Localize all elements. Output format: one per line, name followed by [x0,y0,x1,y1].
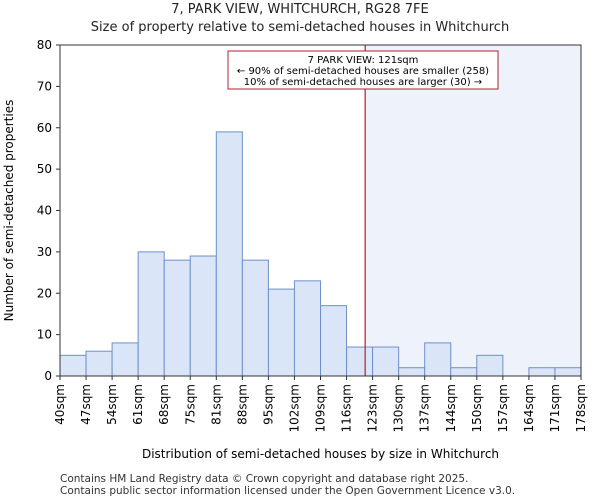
x-tick-label: 130sqm [392,384,406,432]
y-tick-label: 30 [37,245,52,259]
footer-copyright: Contains HM Land Registry data © Crown c… [60,473,469,485]
x-tick-label: 68sqm [157,384,171,425]
histogram-bar [137,251,165,377]
histogram-bar [554,367,582,377]
y-tick-label: 80 [37,38,52,52]
x-tick-label: 40sqm [53,384,67,425]
footer-licence: Contains public sector information licen… [60,485,516,497]
histogram-bar [111,342,139,377]
annotation-line-3: 10% of semi-detached houses are larger (… [244,77,482,88]
histogram-bar [163,259,191,377]
x-tick-label: 144sqm [444,384,458,432]
y-tick-label: 70 [37,79,52,93]
x-tick-label: 123sqm [366,384,380,432]
y-tick-label: 50 [37,162,52,176]
histogram-bar [320,305,348,377]
histogram-bar [346,346,374,377]
x-tick-label: 75sqm [183,384,197,425]
histogram-bar [398,367,426,377]
histogram-bar [189,255,217,377]
histogram-bar [215,131,243,377]
x-tick-label: 150sqm [470,384,484,432]
y-tick-label: 20 [37,286,52,300]
x-tick-label: 178sqm [574,384,588,432]
highlight-region [365,45,581,376]
x-tick-label: 157sqm [496,384,510,432]
histogram-bar [267,288,295,377]
x-tick-label: 61sqm [131,384,145,425]
x-tick-label: 88sqm [235,384,249,425]
x-tick-label: 81sqm [209,384,223,425]
x-tick-label: 54sqm [105,384,119,425]
x-axis-label: Distribution of semi-detached houses by … [142,447,499,461]
chart-subtitle: Size of property relative to semi-detach… [90,20,510,35]
x-tick-label: 164sqm [522,384,536,432]
x-tick-label: 102sqm [287,384,301,432]
histogram-bar [85,350,113,377]
y-tick-label: 10 [37,328,52,342]
histogram-bar [59,354,87,377]
x-tick-label: 137sqm [418,384,432,432]
x-tick-label: 116sqm [340,384,354,432]
histogram-bar [476,354,504,377]
annotation-box [227,50,499,90]
histogram-bar [372,346,400,377]
x-tick-label: 171sqm [548,384,562,432]
page-title: 7, PARK VIEW, WHITCHURCH, RG28 7FE [171,2,429,17]
histogram-bar [241,259,269,377]
y-tick-label: 0 [44,369,52,383]
histogram-bar [293,280,322,377]
histogram-bar [424,342,452,377]
annotation-line-1: 7 PARK VIEW: 121sqm [308,55,419,66]
y-tick-label: 40 [37,204,52,218]
histogram-bar [450,367,478,377]
x-tick-label: 109sqm [314,384,328,432]
histogram-bar [528,367,556,377]
annotation-line-2: ← 90% of semi-detached houses are smalle… [237,66,489,77]
x-tick-label: 95sqm [261,384,275,425]
y-axis-label: Number of semi-detached properties [2,100,16,322]
x-tick-label: 47sqm [79,384,93,425]
y-tick-label: 60 [37,121,52,135]
